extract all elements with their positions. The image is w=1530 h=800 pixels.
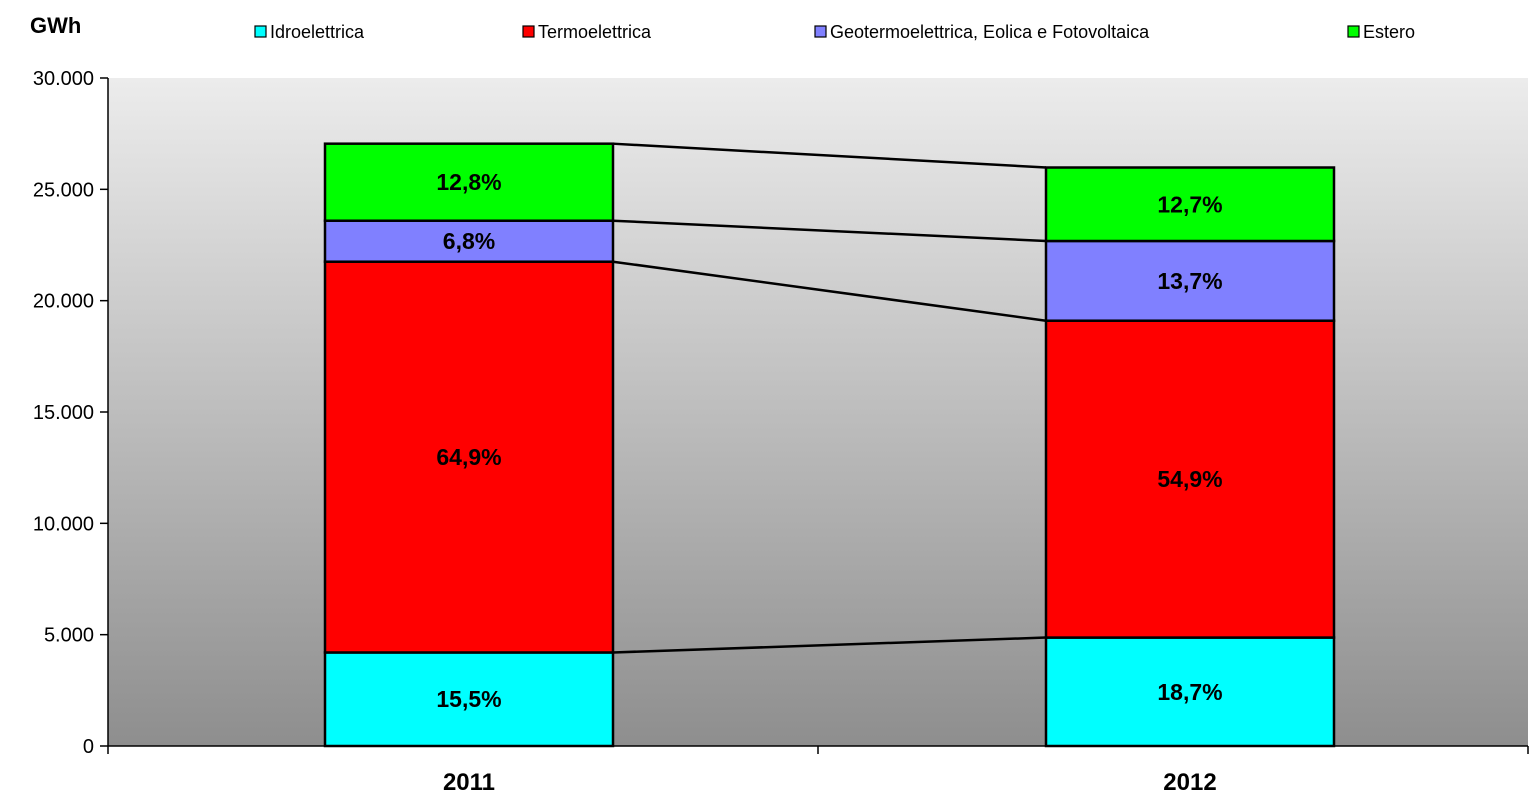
unit-label: GWh bbox=[30, 13, 81, 38]
bar-segment-2011-4 bbox=[323, 142, 615, 222]
y-tick-label: 25.000 bbox=[33, 179, 94, 201]
bar-segment-2012-2 bbox=[1044, 319, 1336, 639]
data-label: 64,9% bbox=[436, 444, 501, 470]
legend-swatch bbox=[522, 25, 535, 38]
data-label: 12,8% bbox=[436, 169, 501, 195]
data-label: 6,8% bbox=[443, 228, 495, 254]
data-label: 15,5% bbox=[436, 686, 501, 712]
axes: 2011 2012 0 5.000 10.000 15.000 20.000 25.000 30… bbox=[33, 68, 1529, 796]
connector-lines bbox=[612, 142, 1047, 654]
data-label: 13,7% bbox=[1157, 268, 1222, 294]
y-tick-label: 30.000 bbox=[33, 68, 94, 90]
legend-label: Idroelettrica bbox=[270, 22, 365, 42]
bars: 15,5% 64,9% 6,8% 12,8% 18,7% 54,9% 13,7% 12,7% bbox=[323, 142, 1336, 748]
y-tick-label: 5.000 bbox=[44, 625, 94, 647]
legend-label: Termoelettrica bbox=[538, 22, 652, 42]
legend: Idroelettrica Termoelettrica Geotermoelett… bbox=[254, 22, 1415, 42]
legend-swatch bbox=[814, 25, 827, 38]
data-label: 12,7% bbox=[1157, 191, 1222, 217]
bar-segment-2012-4 bbox=[1044, 166, 1336, 243]
data-label: 18,7% bbox=[1157, 679, 1222, 705]
connector-line bbox=[612, 636, 1047, 654]
data-label: 54,9% bbox=[1157, 466, 1222, 492]
bar-segment-2011-3 bbox=[323, 219, 615, 263]
y-tick-label: 0 bbox=[83, 736, 94, 758]
legend-swatch bbox=[254, 25, 267, 38]
bar-segment-2012-3 bbox=[1044, 239, 1336, 322]
connector-line bbox=[612, 142, 1047, 169]
bar-segment-2011-2 bbox=[323, 260, 615, 654]
legend-swatch bbox=[1347, 25, 1360, 38]
x-tick-label: 2011 bbox=[443, 769, 495, 796]
y-tick-label: 10.000 bbox=[33, 513, 94, 535]
connector-line bbox=[612, 219, 1047, 243]
x-tick-label: 2012 bbox=[1163, 769, 1216, 796]
y-tick-label: 20.000 bbox=[33, 291, 94, 313]
connector-line bbox=[612, 260, 1047, 322]
legend-label: Estero bbox=[1363, 22, 1415, 42]
legend-label: Geotermoelettrica, Eolica e Fotovoltaica bbox=[830, 22, 1150, 42]
y-tick-label: 15.000 bbox=[33, 402, 94, 424]
bar-segment-2012-1 bbox=[1044, 636, 1336, 748]
